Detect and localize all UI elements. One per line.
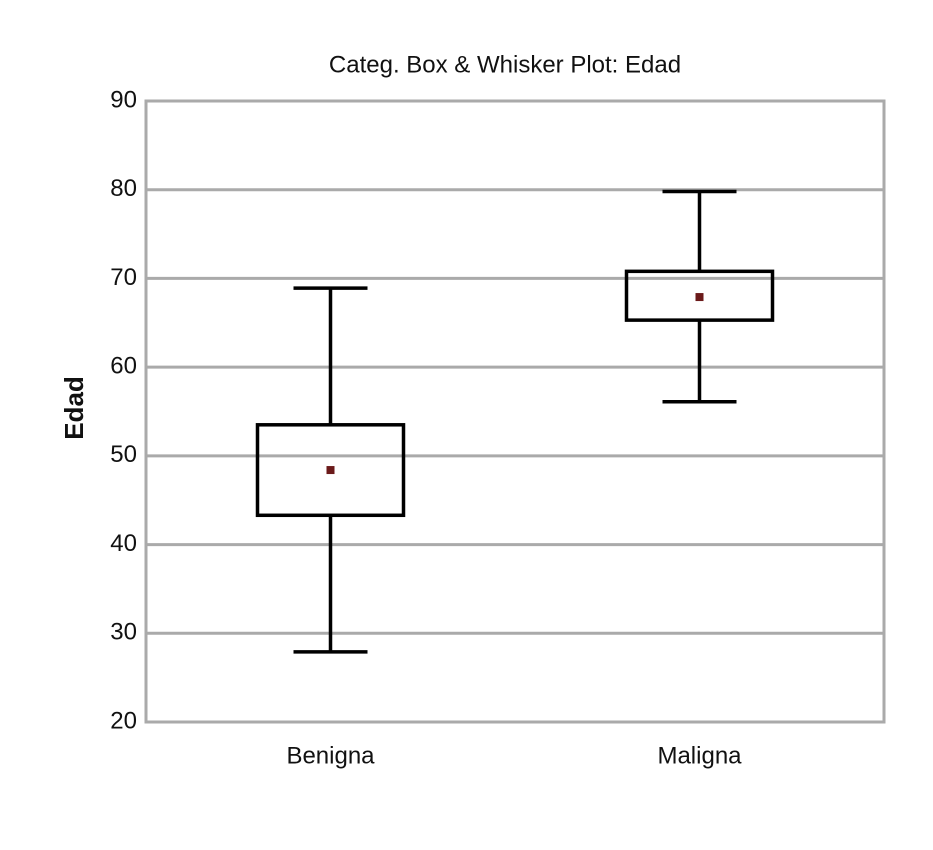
y-tick-label: 90: [110, 86, 137, 113]
chart-title: Categ. Box & Whisker Plot: Edad: [329, 51, 681, 78]
y-tick-label: 50: [110, 441, 137, 468]
y-tick-label: 70: [110, 264, 137, 291]
x-tick-label: Benigna: [286, 742, 375, 769]
y-axis-label: Edad: [59, 376, 89, 440]
center-marker: [695, 293, 704, 302]
y-tick-label: 60: [110, 352, 137, 379]
box: [255, 423, 406, 518]
y-tick-label: 40: [110, 530, 137, 557]
center-marker: [326, 466, 335, 475]
y-tick-label: 30: [110, 619, 137, 646]
plot-frame: [144, 99, 886, 724]
x-tick-label: Maligna: [657, 742, 742, 769]
y-tick-label: 80: [110, 175, 137, 202]
y-tick-label: 20: [110, 707, 137, 734]
box: [624, 269, 775, 322]
